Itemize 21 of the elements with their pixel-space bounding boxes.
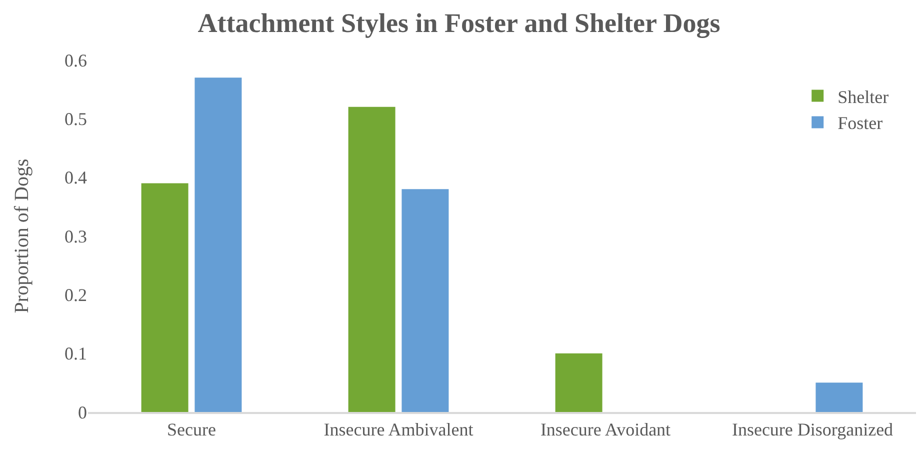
- y-axis-title: Proportion of Dogs: [11, 158, 33, 314]
- bar: [348, 106, 396, 412]
- bar: [402, 189, 449, 412]
- y-tick-label: 0.4: [64, 168, 87, 188]
- x-tick-label: Insecure Ambivalent: [324, 419, 474, 440]
- bar: [141, 183, 188, 412]
- y-tick-label: 0.6: [64, 50, 87, 70]
- x-tick-label: Insecure Avoidant: [540, 419, 671, 440]
- x-tick-label: Secure: [167, 419, 216, 440]
- legend-label: Shelter: [838, 86, 889, 107]
- legend-label: Foster: [838, 113, 883, 134]
- chart-title: Attachment Styles in Foster and Shelter Dogs: [198, 8, 720, 38]
- y-tick-label: 0: [78, 402, 87, 422]
- bar: [555, 353, 602, 412]
- y-tick-label: 0.2: [64, 284, 87, 305]
- bar: [194, 78, 242, 412]
- y-tick-label: 0.5: [64, 108, 87, 129]
- x-tick-label: Insecure Disorganized: [732, 419, 894, 440]
- y-tick-label: 0.3: [64, 226, 87, 246]
- y-tick-label: 0.1: [64, 344, 87, 364]
- bar: [816, 382, 863, 412]
